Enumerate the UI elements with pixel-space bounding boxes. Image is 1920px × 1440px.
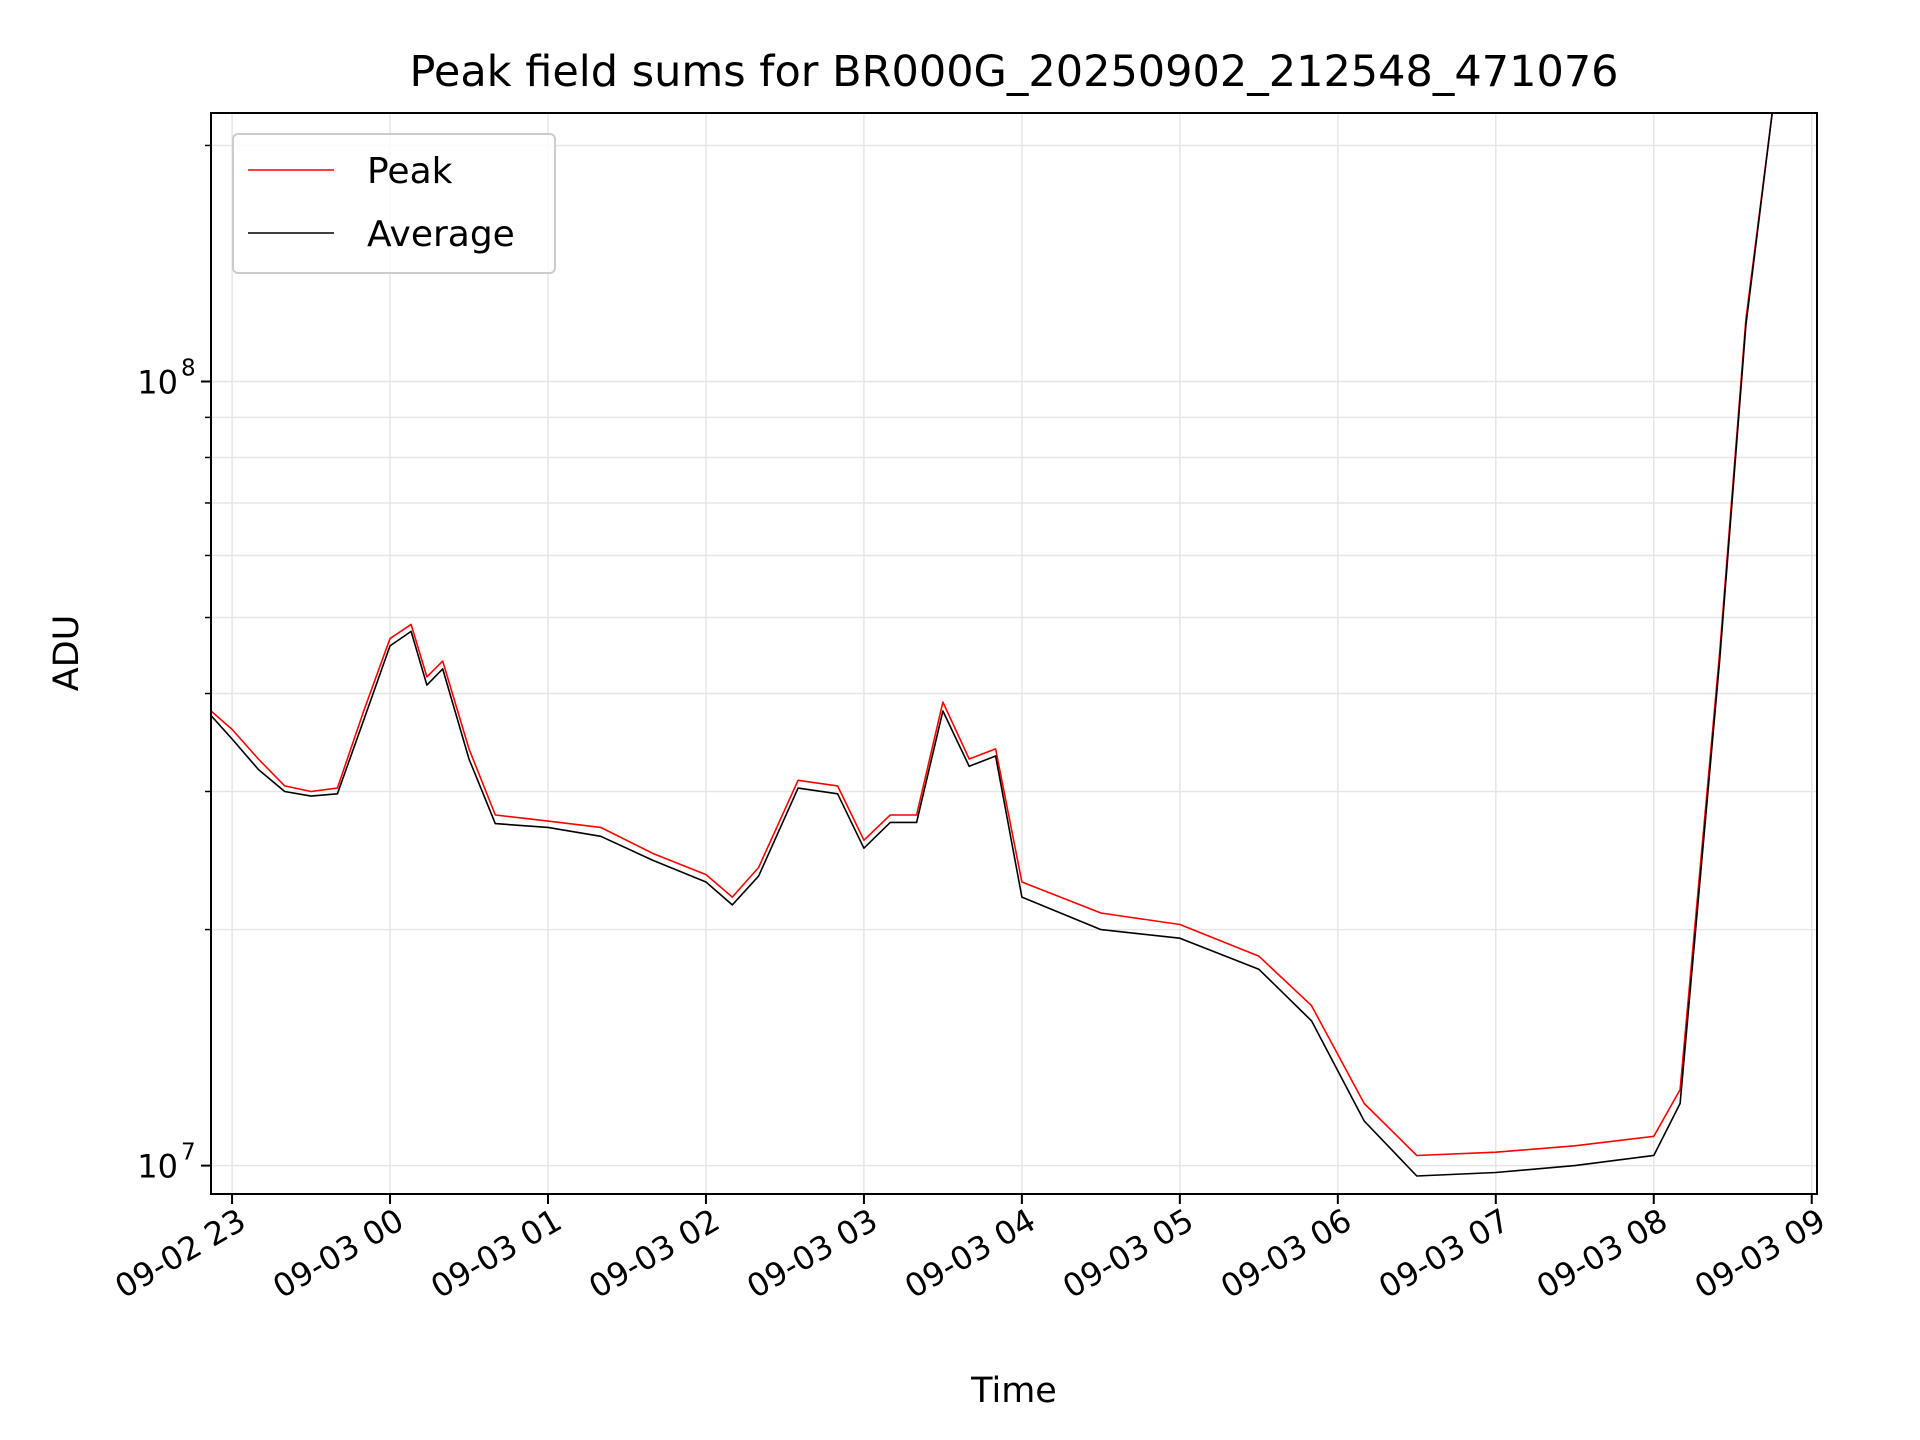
series-line-peak: [211, 113, 1773, 1157]
y-tick-label: 10: [137, 363, 178, 401]
legend-label-peak: Peak: [367, 151, 453, 192]
plot-frame: [210, 112, 1818, 1195]
y-tick-base: 10: [137, 1148, 178, 1186]
y-tick-base: 10: [137, 363, 178, 401]
legend: Peak Average: [232, 133, 556, 274]
y-tick-exponent: 8: [181, 355, 196, 381]
x-axis-label: Time: [970, 1371, 1057, 1411]
series-lines: [211, 113, 1773, 1177]
y-tick-exponent: 7: [181, 1140, 196, 1166]
grid: [211, 113, 1817, 1194]
series-line-average: [211, 113, 1773, 1177]
legend-label-average: Average: [367, 214, 515, 255]
legend-box: [232, 133, 556, 274]
chart-title: Peak field sums for BR000G_20250902_2125…: [409, 47, 1618, 97]
y-tick-label: 10: [137, 1148, 178, 1186]
y-axis-label: ADU: [47, 615, 87, 692]
